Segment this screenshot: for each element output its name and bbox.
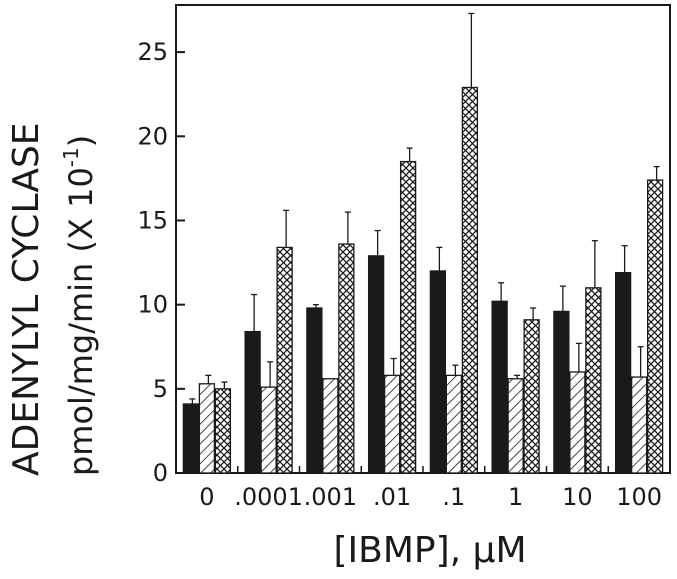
bar: [276, 246, 293, 474]
bar: [523, 319, 540, 474]
bar: [445, 374, 463, 474]
x-tick-label: .1: [442, 483, 465, 511]
y-tick-label: 15: [137, 206, 168, 234]
bar: [198, 383, 216, 474]
y-tick-label: 25: [137, 38, 168, 66]
x-axis-title-bracket-left: [: [333, 530, 347, 571]
x-axis-title-unit: , μM: [450, 530, 527, 571]
bar: [399, 160, 417, 474]
x-axis-title-variable: IBMP: [348, 530, 436, 571]
y-tick-label: 20: [137, 122, 168, 150]
x-tick-label: .0001: [234, 483, 303, 511]
bar: [367, 255, 385, 474]
bar: [338, 243, 355, 474]
bar: [585, 287, 602, 474]
x-tick-label: .001: [304, 483, 357, 511]
bar: [614, 272, 632, 474]
bar: [569, 371, 586, 474]
bar: [630, 376, 648, 474]
x-tick-label: 0: [199, 483, 214, 511]
bar: [214, 388, 232, 474]
bar: [491, 300, 508, 474]
bar: [461, 86, 479, 474]
bar: [260, 386, 277, 474]
y-tick-label: 5: [153, 375, 168, 403]
y-axis-title-line2: pmol/mg/min (X 10-1): [59, 135, 100, 476]
bar: [182, 403, 200, 474]
y-axis-title-line1: ADENYLYL CYCLASE: [6, 122, 47, 476]
x-axis-title-bracket-right: ]: [436, 530, 450, 571]
bar: [507, 378, 524, 474]
x-tick-label: .01: [373, 483, 411, 511]
x-tick-label: 100: [616, 483, 662, 511]
x-tick-label: 1: [508, 483, 523, 511]
bar: [244, 330, 261, 474]
y-tick-label: 10: [137, 291, 168, 319]
bar: [383, 374, 401, 474]
y-axis-title-units: pmol/mg/min (X 10: [62, 167, 100, 476]
y-axis-title-exponent: -1: [59, 147, 83, 167]
y-axis-title-close: ): [62, 135, 100, 147]
bar: [306, 307, 323, 474]
bar: [553, 310, 570, 474]
plot-area: 0 5 10 15 20 25 0 .0001.001 .01 .1 1 10 100: [137, 4, 671, 511]
bar: [646, 179, 664, 474]
bar: [429, 270, 447, 474]
x-axis-title: [IBMP], μM: [333, 530, 526, 571]
y-tick-label: 0: [153, 459, 168, 487]
x-tick-label: 10: [562, 483, 593, 511]
bar: [322, 378, 339, 474]
